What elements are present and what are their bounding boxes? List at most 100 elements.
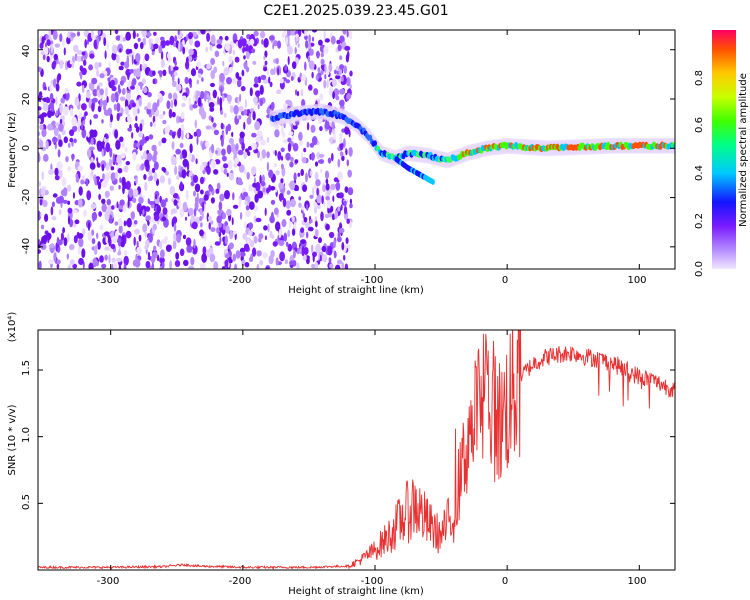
noise-blob [291,228,296,236]
noise-blob [186,132,190,139]
noise-blob [139,208,144,215]
noise-blob [252,182,257,188]
noise-blob [211,116,214,123]
noise-blob [239,212,243,220]
spectrogram-frame [37,29,676,270]
noise-blob [155,178,160,186]
noise-blob [300,89,304,97]
noise-blob [48,169,54,175]
noise-blob [243,243,250,252]
noise-blob [278,182,284,190]
noise-blob [128,188,134,198]
noise-blob [77,233,84,239]
x-tick-label: 0 [502,275,508,286]
noise-blob [224,253,230,259]
noise-blob [285,99,291,105]
noise-blob [210,159,217,169]
noise-blob [281,219,287,228]
noise-blob [332,213,335,221]
noise-blob [140,155,144,160]
noise-blob [289,161,294,168]
noise-blob [248,112,252,119]
noise-blob [278,228,282,239]
noise-blob [144,53,150,62]
noise-blob [308,43,311,50]
noise-blob [273,163,277,168]
noise-blob [336,39,341,45]
noise-blob [315,229,319,238]
noise-blob [133,42,139,50]
spectral-ridge [268,103,675,185]
noise-blob [331,153,334,162]
noise-blob [226,144,232,155]
noise-blob [270,199,276,205]
noise-blob [152,70,156,76]
noise-blob [192,104,198,109]
noise-blob [116,154,122,164]
noise-blob [66,253,70,260]
noise-blob [318,39,323,46]
noise-blob [324,170,330,180]
noise-blob [326,68,330,76]
noise-blob [343,200,347,207]
noise-blob [171,111,176,118]
noise-blob [319,168,323,173]
noise-blob [172,192,179,199]
noise-blob [69,259,75,266]
noise-blob [58,209,62,216]
noise-blob [102,99,108,107]
noise-blob [307,55,311,63]
noise-blob [274,150,277,157]
noise-blob [245,205,250,211]
noise-blob [199,216,203,222]
noise-blob [145,135,150,142]
noise-blob [307,226,314,232]
noise-blob [129,69,135,74]
noise-blob [325,223,330,231]
noise-blob [72,209,78,214]
noise-blob [110,113,113,123]
noise-blob [205,165,208,172]
noise-blob [91,212,98,221]
noise-blob [176,204,179,210]
noise-blob [119,96,126,102]
noise-blob [119,34,124,43]
noise-blob [262,78,269,84]
noise-blob [304,61,307,71]
noise-blob [39,124,44,130]
noise-blob [160,39,166,49]
noise-blob [176,175,180,180]
noise-blob [188,35,192,40]
noise-blob [171,73,175,82]
noise-blob [309,194,314,199]
noise-blob [109,147,113,158]
noise-blob [201,143,205,151]
x-tick-label: -100 [361,275,384,286]
noise-blob [141,78,146,85]
noise-blob [59,59,64,69]
noise-blob [249,38,255,46]
noise-blob [139,123,143,132]
noise-blob [110,166,115,171]
noise-blob [145,260,151,269]
noise-blob [78,112,83,120]
noise-blob [244,98,247,109]
noise-blob [42,103,49,111]
noise-blob [77,165,83,172]
noise-blob [333,250,337,259]
noise-blob [135,163,141,172]
noise-blob [255,90,261,97]
noise-blob [52,193,58,198]
noise-blob [59,104,63,114]
noise-blob [101,263,107,269]
noise-blob [108,254,111,264]
noise-blob [55,83,60,92]
noise-blob [104,246,110,251]
colorbar-tick: 0.8 [694,70,705,86]
noise-blob [293,221,297,230]
noise-blob [292,124,298,130]
noise-blob [84,111,88,117]
noise-blob [303,247,309,255]
noise-blob [233,230,237,235]
noise-blob [145,215,151,221]
